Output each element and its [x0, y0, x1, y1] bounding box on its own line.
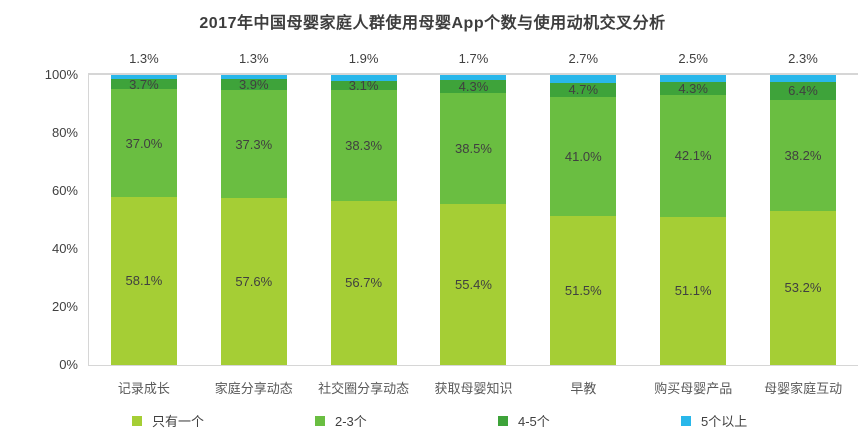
category-label: 家庭分享动态 — [214, 381, 293, 396]
legend-label: 2-3个 — [335, 414, 367, 429]
segment-4-5个: 6.4% — [769, 81, 836, 101]
category-axis-labels: 记录成长 家庭分享动态 社交圈分享动态 获取母婴知识 早教 购买母婴产品 母婴家庭互动 — [89, 378, 858, 397]
segment-5个以上 — [440, 75, 507, 81]
segment-5个以上 — [220, 75, 287, 79]
segment-value-label: 4.3% — [678, 81, 708, 96]
segment-value-label: 41.0% — [564, 148, 602, 164]
top-value-label: 1.9% — [348, 51, 379, 66]
segment-value-label: 51.5% — [564, 282, 602, 298]
segment-5个以上 — [769, 75, 836, 82]
top-value-label: 2.3% — [788, 51, 818, 66]
legend-item-4-5个: 4-5个 — [498, 411, 681, 430]
segment-value-label: 57.6% — [235, 274, 273, 290]
segment-4-5个: 4.3% — [440, 78, 507, 94]
segment-只有一个: 57.6% — [220, 198, 287, 365]
chart-title: 2017年中国母婴家庭人群使用母婴App个数与使用动机交叉分析 — [199, 15, 666, 32]
y-axis-tick-label: 100% — [44, 67, 78, 82]
segment-只有一个: 53.2% — [769, 210, 836, 365]
category-label: 社交圈分享动态 — [318, 381, 410, 396]
segment-4-5个: 3.7% — [110, 76, 177, 92]
bar-家庭分享动态: 57.6% 37.3% 3.9% 1.3% — [220, 51, 287, 365]
segment-value-label: 6.4% — [788, 83, 818, 99]
x-axis-line — [88, 365, 858, 366]
segment-value-label: 3.1% — [348, 77, 379, 93]
bar-获取母婴知识: 55.4% 38.5% 4.3% 1.7% — [440, 51, 507, 365]
top-value-label: 1.7% — [458, 51, 489, 66]
segment-只有一个: 56.7% — [330, 200, 397, 365]
segment-只有一个: 58.1% — [110, 196, 177, 365]
y-axis-line — [88, 75, 89, 365]
segment-value-label: 55.4% — [455, 277, 492, 293]
segment-2-3个: 38.5% — [440, 92, 507, 205]
segment-2-3个: 38.3% — [330, 89, 397, 201]
segment-4-5个: 4.7% — [550, 82, 617, 98]
category-label: 购买母婴产品 — [654, 381, 733, 396]
top-value-label: 1.3% — [238, 51, 269, 66]
legend-label: 5个以上 — [701, 414, 748, 429]
category-label: 记录成长 — [117, 381, 170, 396]
top-value-label: 1.3% — [129, 51, 159, 66]
bar-记录成长: 58.1% 37.0% 3.7% 1.3% — [110, 51, 177, 365]
segment-value-label: 4.3% — [458, 78, 489, 94]
legend-label: 只有一个 — [152, 414, 205, 429]
segment-5个以上 — [660, 75, 727, 83]
segment-4-5个: 3.1% — [330, 77, 397, 93]
top-value-label: 2.5% — [678, 51, 708, 66]
legend-swatch-icon — [132, 415, 142, 426]
segment-value-label: 56.7% — [345, 275, 383, 291]
segment-只有一个: 51.5% — [550, 215, 617, 365]
category-label: 获取母婴知识 — [434, 381, 513, 396]
segment-5个以上 — [110, 75, 177, 79]
segment-value-label: 51.1% — [674, 283, 712, 299]
category-label: 母婴家庭互动 — [764, 381, 843, 396]
segment-只有一个: 55.4% — [440, 204, 507, 365]
y-axis-tick-label: 0% — [59, 357, 78, 372]
segment-2-3个: 42.1% — [660, 94, 727, 217]
segment-5个以上 — [330, 75, 397, 81]
segment-5个以上 — [550, 75, 617, 84]
y-axis-tick-label: 80% — [51, 125, 78, 140]
segment-value-label: 3.7% — [129, 76, 159, 92]
segment-2-3个: 41.0% — [550, 96, 617, 216]
segment-value-label: 38.3% — [345, 137, 383, 153]
y-axis-tick-label: 60% — [51, 183, 78, 198]
segment-value-label: 37.0% — [125, 135, 163, 151]
bar-购买母婴产品: 51.1% 42.1% 4.3% 2.5% — [660, 51, 727, 365]
segment-value-label: 4.7% — [568, 82, 599, 98]
segment-2-3个: 38.2% — [769, 100, 836, 211]
segment-value-label: 53.2% — [784, 280, 822, 296]
legend-label: 4-5个 — [518, 414, 550, 429]
bars-area: 58.1% 37.0% 3.7% 1.3% 57.6% 37.3% 3.9% 1.3% 56.7… — [89, 51, 858, 365]
legend-swatch-icon — [315, 415, 325, 426]
bar-母婴家庭互动: 53.2% 38.2% 6.4% 2.3% — [769, 51, 836, 365]
segment-只有一个: 51.1% — [660, 216, 727, 365]
segment-4-5个: 3.9% — [220, 76, 287, 92]
y-axis-tick-label: 40% — [51, 241, 78, 256]
segment-4-5个: 4.3% — [660, 81, 727, 96]
legend-item-5个以上: 5个以上 — [681, 411, 864, 430]
legend-swatch-icon — [498, 415, 508, 426]
bar-社交圈分享动态: 56.7% 38.3% 3.1% 1.9% — [330, 51, 397, 365]
bar-早教: 51.5% 41.0% 4.7% 2.7% — [550, 51, 617, 365]
legend-item-2-3个: 2-3个 — [315, 411, 498, 430]
segment-value-label: 3.9% — [238, 76, 269, 92]
legend: 只有一个 2-3个 4-5个 5个以上 — [132, 411, 864, 430]
segment-value-label: 58.1% — [125, 273, 163, 289]
y-axis-tick-label: 20% — [51, 299, 78, 314]
segment-2-3个: 37.0% — [110, 89, 177, 197]
segment-value-label: 38.5% — [455, 141, 492, 157]
y-axis-tick-labels: 0% 20% 40% 60% 80% 100% — [0, 67, 78, 372]
legend-item-只有一个: 只有一个 — [132, 411, 315, 430]
segment-value-label: 37.3% — [235, 136, 273, 152]
category-label: 早教 — [570, 381, 597, 396]
segment-2-3个: 37.3% — [220, 90, 287, 199]
segment-value-label: 38.2% — [784, 148, 822, 164]
segment-value-label: 42.1% — [674, 148, 712, 164]
gridline-100-percent — [88, 73, 858, 75]
legend-swatch-icon — [681, 415, 691, 426]
top-value-label: 2.7% — [568, 51, 599, 66]
